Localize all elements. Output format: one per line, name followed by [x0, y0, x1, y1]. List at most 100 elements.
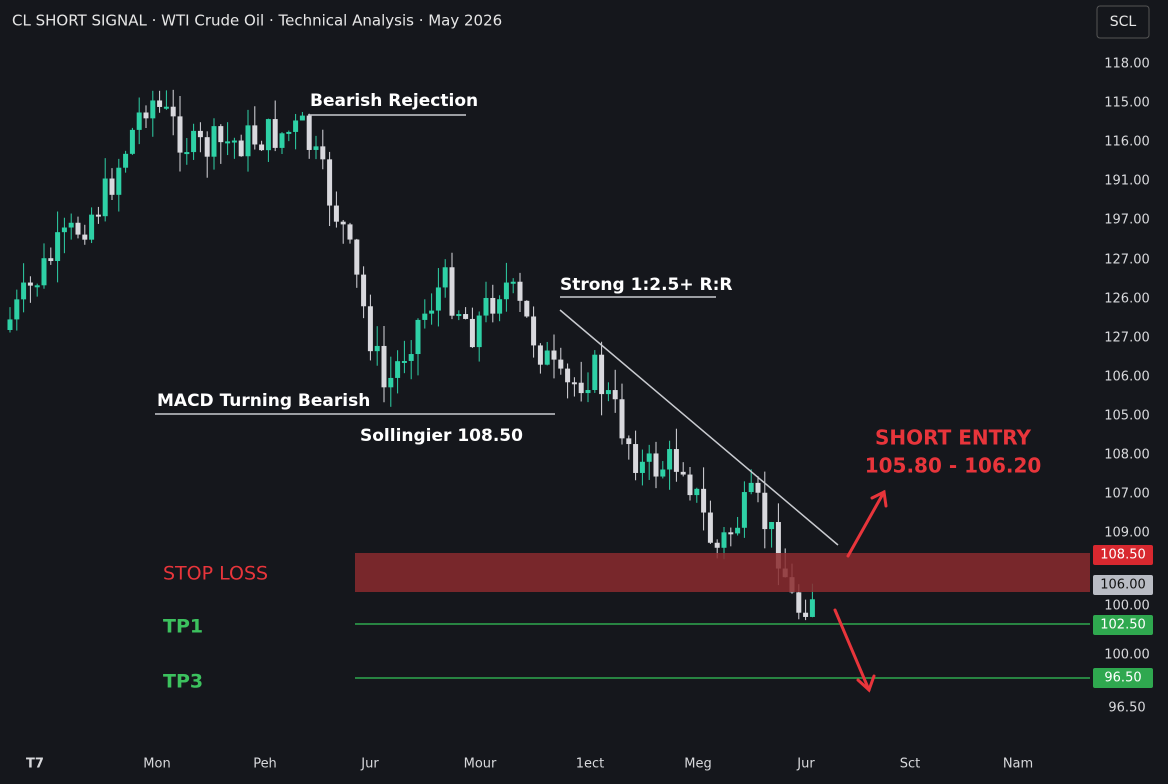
- arrow-up: [846, 490, 886, 558]
- y-axis-label: 109.00: [1104, 526, 1150, 541]
- candle-body: [395, 361, 401, 378]
- candle-body: [299, 115, 305, 121]
- y-axis-label: 108.00: [1104, 448, 1150, 463]
- price-tag: 102.50: [1100, 618, 1146, 633]
- candle-body: [633, 444, 639, 473]
- candle-body: [272, 119, 278, 148]
- candle-body: [497, 299, 503, 314]
- candle-body: [361, 274, 367, 307]
- candle-body: [524, 300, 530, 317]
- candle-body: [646, 453, 652, 462]
- candle-body: [89, 214, 95, 240]
- annotation: Sollingier 108.50: [360, 426, 523, 446]
- candle-body: [177, 116, 183, 153]
- y-axis-label: 127.00: [1104, 253, 1150, 268]
- price-tag: 106.00: [1100, 578, 1146, 593]
- candle-body: [102, 178, 108, 217]
- candle-body: [469, 318, 475, 348]
- candle-body: [728, 532, 734, 535]
- candle-body: [639, 461, 645, 473]
- candle-body: [211, 126, 217, 157]
- candle-body: [293, 120, 299, 132]
- candle-body: [463, 314, 469, 319]
- candle-body: [279, 133, 285, 148]
- y-axis-label: 191.00: [1104, 174, 1150, 189]
- x-axis-label: Sct: [900, 757, 921, 772]
- arrow-head: [856, 674, 876, 693]
- candle-body: [129, 129, 135, 154]
- candle-body: [7, 319, 13, 330]
- candle-body: [61, 227, 67, 233]
- annotation: MACD Turning Bearish: [157, 391, 370, 411]
- y-axis-label: 197.00: [1104, 213, 1150, 228]
- annotation: Bearish Rejection: [310, 91, 478, 111]
- candle-body: [714, 542, 720, 548]
- candle-body: [741, 492, 747, 528]
- y-axis-label: 96.50: [1108, 701, 1145, 716]
- x-axis-label: Peh: [253, 757, 277, 772]
- candle-body: [401, 360, 407, 363]
- candle-body: [653, 453, 659, 477]
- candle-body: [490, 297, 496, 314]
- candle-body: [762, 492, 768, 530]
- candle-body: [660, 469, 666, 477]
- arrows: [833, 489, 888, 693]
- candle-body: [571, 382, 577, 385]
- candle-body: [238, 140, 244, 157]
- candle-body: [95, 214, 101, 217]
- y-axis-label: 100.00: [1104, 599, 1150, 614]
- symbol-button-frame[interactable]: [1096, 5, 1150, 39]
- candle-body: [259, 144, 265, 151]
- candle-body: [565, 368, 571, 383]
- candle-body: [340, 221, 346, 225]
- y-axis-label: 118.00: [1104, 57, 1150, 72]
- candle-body: [694, 488, 700, 496]
- x-axis-label: Jur: [796, 757, 815, 772]
- candle-body: [408, 354, 414, 361]
- candle-body: [197, 130, 203, 138]
- stop-loss-label: STOP LOSS: [163, 563, 268, 585]
- candle-body: [544, 350, 550, 365]
- candle-body: [354, 239, 360, 275]
- candle-body: [667, 449, 673, 470]
- candle-body: [503, 282, 509, 300]
- candle-body: [585, 389, 591, 394]
- candle-body: [578, 382, 584, 394]
- candle-body: [27, 282, 33, 286]
- candle-body: [551, 350, 557, 360]
- arrow-down: [833, 608, 871, 692]
- x-axis-label: Jur: [360, 757, 379, 772]
- candle-body: [333, 205, 339, 222]
- y-axis-label: 107.00: [1104, 487, 1150, 502]
- tp3-label: TP3: [163, 671, 203, 693]
- candle-body: [429, 310, 435, 314]
- candle-body: [775, 522, 781, 569]
- y-axis-label: 115.00: [1104, 96, 1150, 111]
- trend-line: [559, 309, 839, 546]
- candle-body: [218, 126, 224, 143]
- candle-body: [769, 522, 775, 530]
- x-axis-label: Mon: [143, 757, 170, 772]
- candle-body: [809, 599, 815, 617]
- candle-body: [442, 267, 448, 288]
- candle-body: [21, 282, 27, 300]
- price-tag-bg: [1093, 575, 1153, 595]
- candle-body: [517, 281, 523, 301]
- candle-body: [735, 527, 741, 534]
- candle-body: [231, 140, 237, 143]
- x-axis-label: T7: [26, 757, 44, 772]
- candle-body: [123, 153, 129, 168]
- symbol-button[interactable]: SCL: [1110, 14, 1137, 30]
- candle-body: [456, 314, 462, 317]
- candle-body: [14, 299, 20, 320]
- candle-body: [558, 359, 564, 369]
- candle-body: [163, 106, 169, 109]
- candle-body: [388, 377, 394, 388]
- y-axis-label: 126.00: [1104, 292, 1150, 307]
- candle-body: [605, 390, 611, 395]
- price-tag: 96.50: [1104, 671, 1141, 686]
- x-axis-label: Meg: [684, 757, 711, 772]
- stop-loss-zone: [355, 553, 1090, 592]
- candle-body: [150, 100, 156, 119]
